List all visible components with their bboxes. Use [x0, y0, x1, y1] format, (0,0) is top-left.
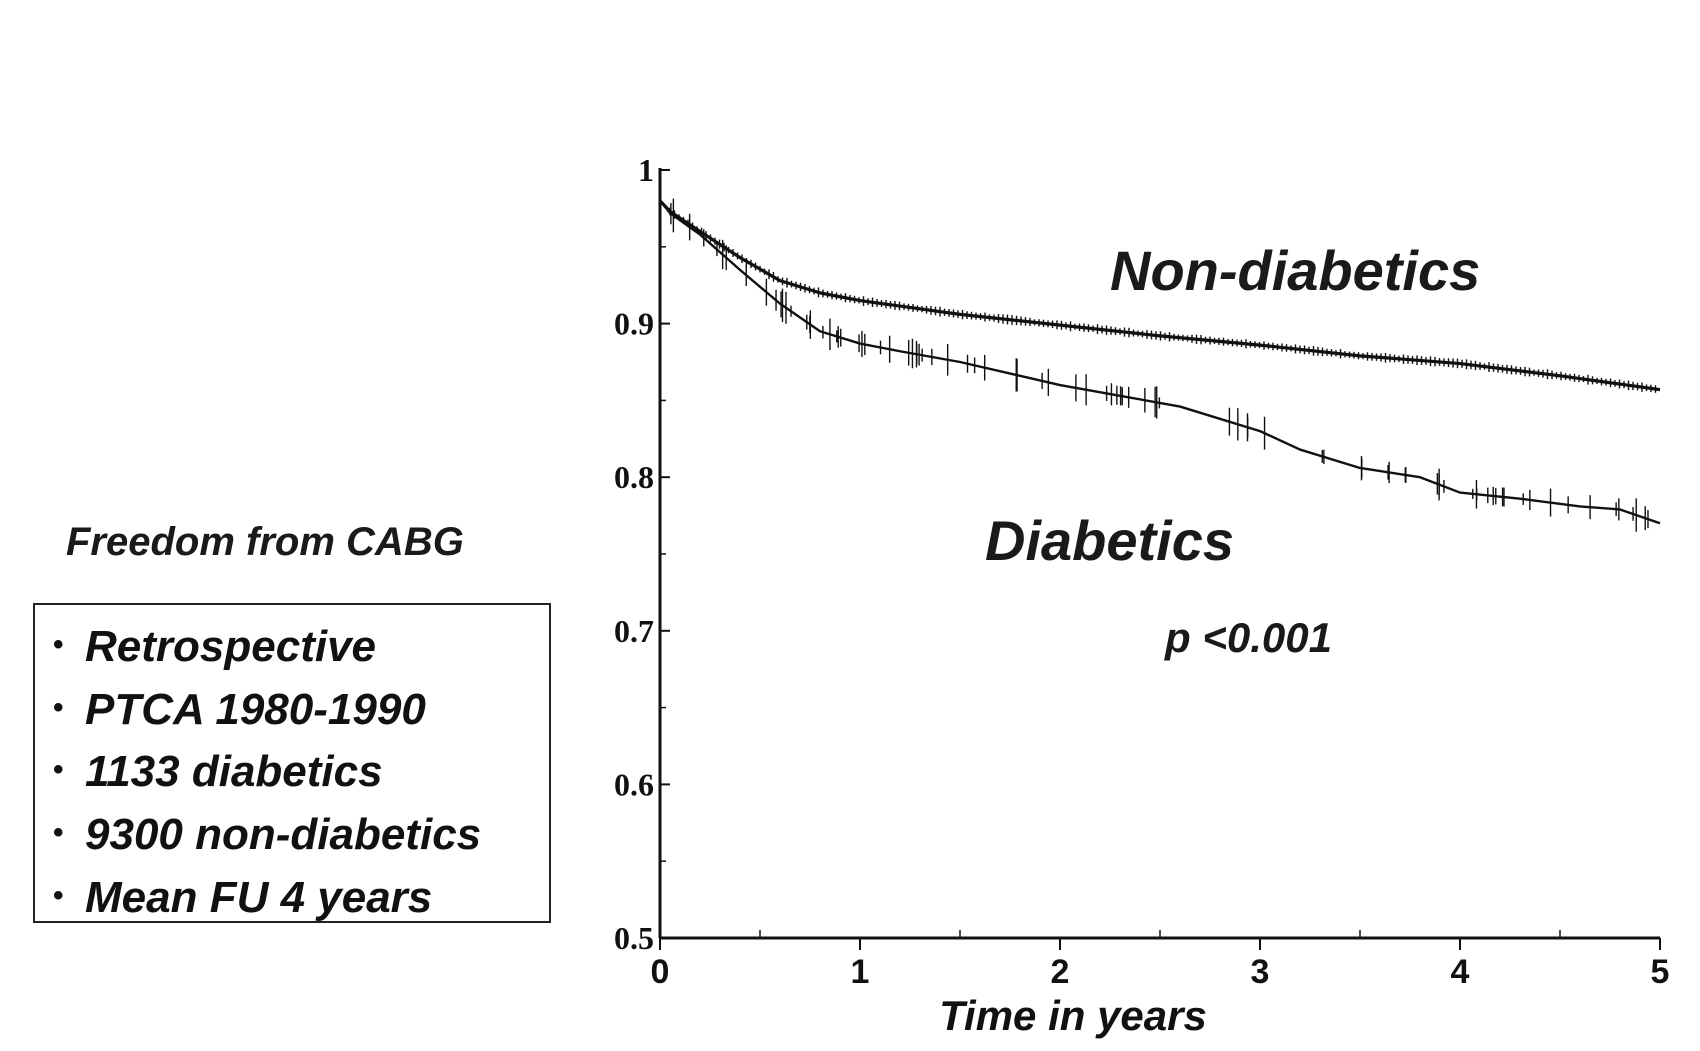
series-non-diabetics	[658, 199, 1661, 393]
y-tick-label: 0.6	[614, 766, 654, 802]
x-tick-label: 2	[1051, 953, 1070, 991]
series-line-diabetics	[659, 199, 1661, 525]
bullet-icon: •	[53, 690, 64, 724]
study-info-box: • Retrospective • PTCA 1980-1990 • 1133 dia…	[33, 603, 551, 923]
x-tick-label: 0	[651, 953, 670, 991]
info-item-diabetics-count: • 1133 diabetics	[53, 742, 549, 805]
y-tick-label: 0.8	[614, 459, 654, 495]
p-value-annotation: p <0.001	[1164, 614, 1332, 661]
series-diabetics	[659, 198, 1661, 532]
info-item-ptca-years: • PTCA 1980-1990	[53, 680, 549, 743]
bullet-icon: •	[53, 816, 64, 849]
y-tick-label: 0.5	[614, 920, 654, 956]
info-item-non-diabetics-count: • 9300 non-diabetics	[53, 805, 549, 868]
y-tick-label: 0.7	[614, 613, 654, 649]
series-label-non-diabetics: Non-diabetics	[1110, 239, 1480, 302]
info-item-text: Retrospective	[85, 622, 377, 671]
y-axis-ticks: 0.5 0.6 0.7 0.8 0.9 1	[614, 152, 670, 956]
censor-marks-non-diabetics	[669, 207, 1657, 393]
x-axis-title: Time in years	[939, 992, 1207, 1039]
info-item-text: PTCA 1980-1990	[85, 684, 426, 734]
censor-marks-diabetics	[670, 198, 1649, 532]
x-tick-label: 4	[1451, 953, 1470, 991]
x-axis-ticks: 0 1 2 3 4 5	[651, 930, 1670, 991]
y-tick-label: 1	[638, 152, 654, 188]
info-item-text: Mean FU 4 years	[85, 872, 433, 922]
bullet-icon: •	[53, 628, 64, 662]
x-tick-label: 3	[1251, 953, 1270, 991]
y-tick-label: 0.9	[614, 306, 654, 342]
bullet-icon: •	[53, 753, 64, 787]
info-item-retrospective: • Retrospective	[53, 617, 549, 680]
info-item-text: 1133 diabetics	[85, 747, 383, 797]
panel-title: Freedom from CABG	[66, 520, 464, 564]
info-item-mean-followup: • Mean FU 4 years	[53, 868, 549, 931]
series-layer	[658, 198, 1661, 532]
info-item-text: 9300 non-diabetics	[85, 809, 482, 859]
series-label-diabetics: Diabetics	[985, 509, 1234, 572]
x-tick-label: 1	[851, 953, 870, 991]
x-tick-label: 5	[1651, 953, 1670, 991]
bullet-icon: •	[53, 878, 64, 912]
